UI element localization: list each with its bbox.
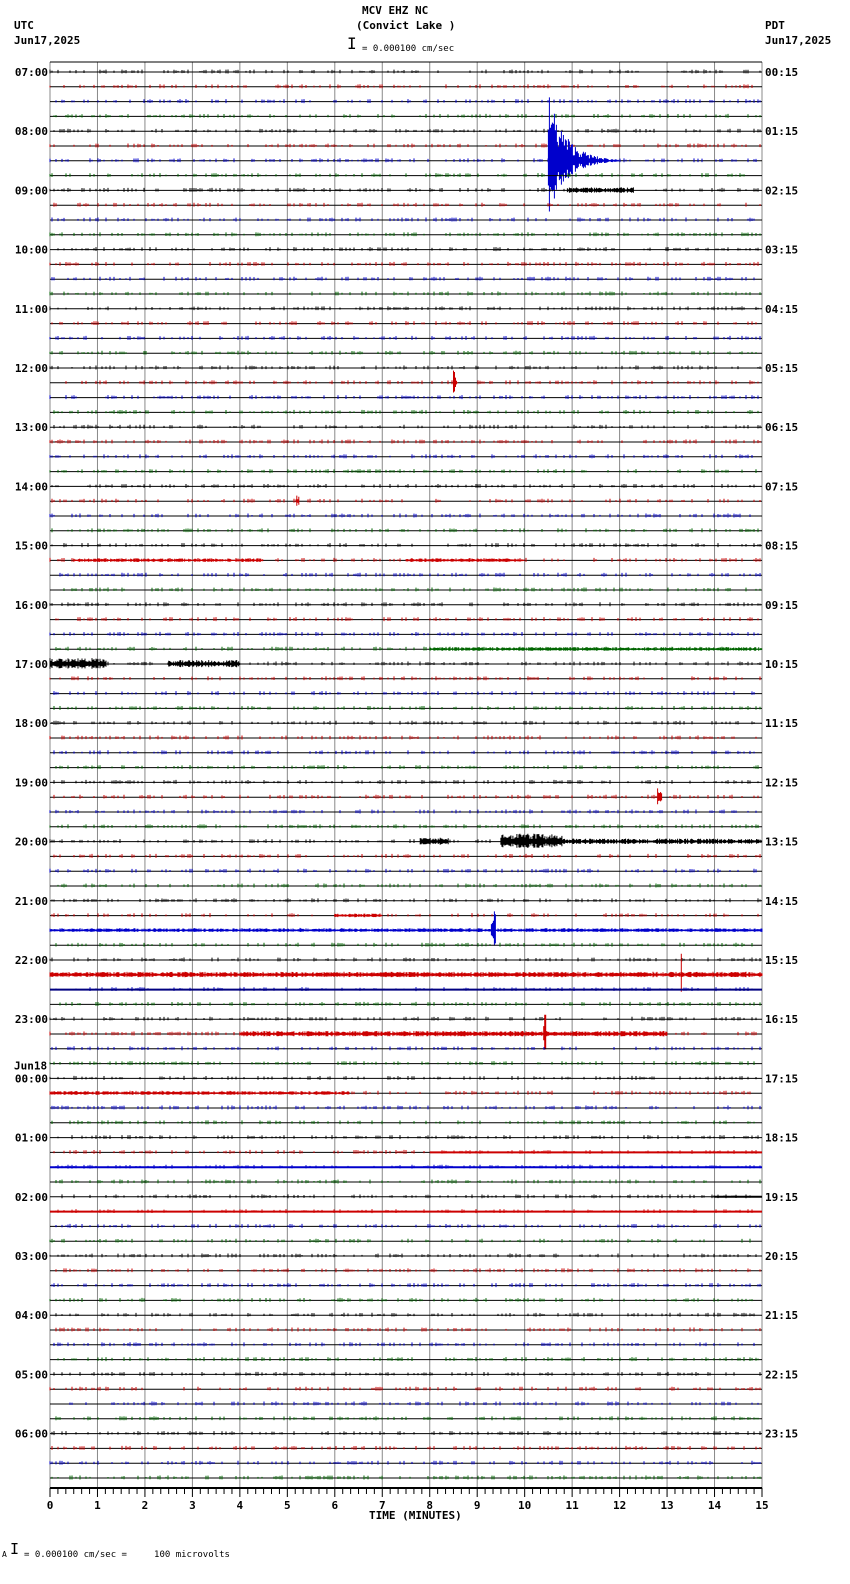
right-date: Jun17,2025 (765, 34, 832, 47)
pdt-hour-label: 06:15 (765, 421, 798, 434)
x-tick-label: 1 (94, 1499, 101, 1512)
pdt-hour-label: 16:15 (765, 1013, 798, 1026)
utc-hour-label: 12:00 (15, 362, 48, 375)
pdt-hour-label: 01:15 (765, 125, 798, 138)
pdt-hour-label: 11:15 (765, 717, 798, 730)
utc-hour-label: 04:00 (15, 1309, 48, 1322)
x-tick-label: 7 (379, 1499, 386, 1512)
pdt-hour-label: 23:15 (765, 1428, 798, 1441)
x-tick-label: 2 (142, 1499, 149, 1512)
utc-hour-label: 03:00 (15, 1250, 48, 1263)
pdt-hour-label: 13:15 (765, 836, 798, 849)
right-timezone: PDT (765, 19, 785, 32)
utc-hour-label: 22:00 (15, 954, 48, 967)
utc-hour-label: 17:00 (15, 658, 48, 671)
x-tick-label: 9 (474, 1499, 481, 1512)
pdt-hour-label: 20:15 (765, 1250, 798, 1263)
pdt-hour-label: 04:15 (765, 303, 798, 316)
pdt-hour-label: 15:15 (765, 954, 798, 967)
utc-hour-label: 00:00 (15, 1072, 48, 1085)
pdt-hour-label: 17:15 (765, 1072, 798, 1085)
utc-hour-label: 18:00 (15, 717, 48, 730)
x-tick-label: 6 (331, 1499, 338, 1512)
utc-hour-label: 21:00 (15, 895, 48, 908)
pdt-hour-label: 14:15 (765, 895, 798, 908)
x-tick-label: 11 (566, 1499, 580, 1512)
x-tick-label: 8 (426, 1499, 433, 1512)
utc-hour-label: 23:00 (15, 1013, 48, 1026)
pdt-hour-label: 09:15 (765, 599, 798, 612)
station-location: (Convict Lake ) (356, 19, 456, 32)
utc-hour-label: 11:00 (15, 303, 48, 316)
utc-hour-label: 07:00 (15, 66, 48, 79)
pdt-hour-label: 00:15 (765, 66, 798, 79)
pdt-hour-label: 18:15 (765, 1132, 798, 1145)
left-timezone: UTC (14, 19, 34, 32)
x-tick-label: 5 (284, 1499, 291, 1512)
footer-prefix: A (2, 1550, 7, 1559)
utc-hour-label: 01:00 (15, 1132, 48, 1145)
x-tick-label: 10 (518, 1499, 531, 1512)
utc-hour-label: 02:00 (15, 1191, 48, 1204)
utc-hour-label: 15:00 (15, 540, 48, 553)
utc-hour-label: 09:00 (15, 184, 48, 197)
scale-bar-icon: I (347, 34, 357, 53)
pdt-hour-label: 22:15 (765, 1368, 798, 1381)
x-axis-label: TIME (MINUTES) (369, 1509, 462, 1522)
x-tick-label: 12 (613, 1499, 626, 1512)
utc-hour-label: 05:00 (15, 1368, 48, 1381)
left-date: Jun17,2025 (14, 34, 81, 47)
x-tick-label: 15 (755, 1499, 768, 1512)
pdt-hour-label: 05:15 (765, 362, 798, 375)
utc-hour-label: 19:00 (15, 776, 48, 789)
utc-date-label: Jun18 (14, 1059, 47, 1072)
utc-hour-label: 14:00 (15, 480, 48, 493)
x-tick-label: 3 (189, 1499, 196, 1512)
x-tick-label: 14 (708, 1499, 722, 1512)
utc-hour-label: 06:00 (15, 1428, 48, 1441)
scale-text: = 0.000100 cm/sec (362, 44, 455, 54)
pdt-hour-label: 21:15 (765, 1309, 798, 1322)
footer-scale-text: = 0.000100 cm/sec = 100 microvolts (24, 1550, 230, 1560)
utc-hour-label: 08:00 (15, 125, 48, 138)
pdt-hour-label: 12:15 (765, 776, 798, 789)
x-tick-label: 13 (660, 1499, 673, 1512)
x-tick-label: 4 (237, 1499, 244, 1512)
utc-hour-label: 20:00 (15, 836, 48, 849)
station-title: MCV EHZ NC (362, 4, 429, 17)
pdt-hour-label: 03:15 (765, 244, 798, 257)
pdt-hour-label: 08:15 (765, 540, 798, 553)
pdt-hour-label: 19:15 (765, 1191, 798, 1204)
pdt-hour-label: 07:15 (765, 480, 798, 493)
utc-hour-label: 10:00 (15, 244, 48, 257)
x-tick-label: 0 (47, 1499, 54, 1512)
pdt-hour-label: 10:15 (765, 658, 798, 671)
footer-scale-icon: I (10, 1540, 20, 1558)
utc-hour-label: 13:00 (15, 421, 48, 434)
pdt-hour-label: 02:15 (765, 184, 798, 197)
utc-hour-label: 16:00 (15, 599, 48, 612)
